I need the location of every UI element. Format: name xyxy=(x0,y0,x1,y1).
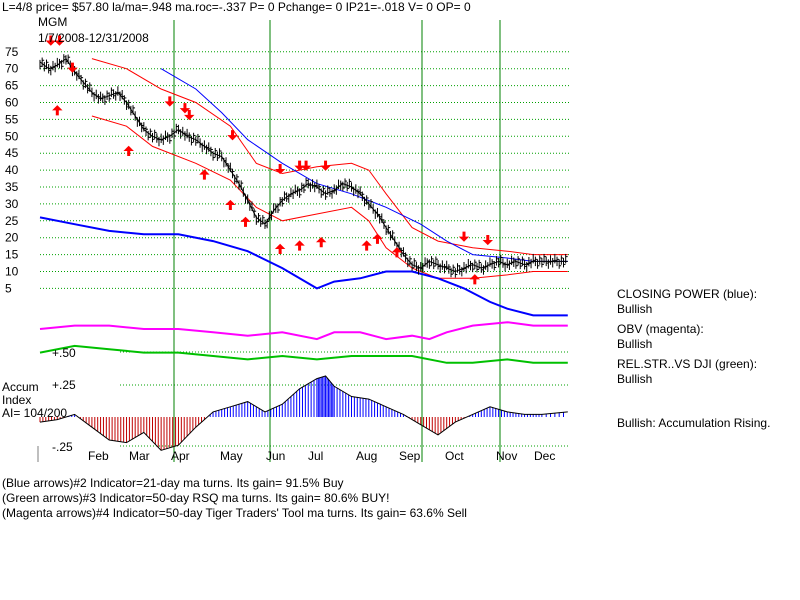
sell-arrow-icon xyxy=(179,103,191,114)
y-tick-label: 20 xyxy=(5,231,19,245)
y-axis-tick-labels: 75 70 65 60 55 50 45 40 35 30 25 20 15 10 5 xyxy=(5,45,19,296)
month-divider-lines xyxy=(37,20,501,462)
buy-arrow-icon xyxy=(469,274,481,285)
sell-arrow-icon xyxy=(227,130,238,141)
accum-label-line2: Index xyxy=(2,393,32,407)
x-tick-label: Jul xyxy=(308,449,323,463)
signal-arrows xyxy=(45,35,494,285)
sell-arrow-icon xyxy=(320,160,331,171)
y-tick-label: 65 xyxy=(5,79,19,93)
side-note-value: Bullish xyxy=(617,372,653,386)
rel-strength-line xyxy=(39,344,568,364)
sell-arrow-icon xyxy=(274,163,286,175)
buy-arrow-icon xyxy=(391,247,403,258)
footnote-blue: (Blue arrows)#2 Indicator=21-day ma turn… xyxy=(2,476,344,490)
grid-lines xyxy=(40,51,570,447)
buy-arrow-icon xyxy=(316,236,327,248)
buy-arrow-icon xyxy=(372,233,383,244)
footnote-magenta: (Magenta arrows)#4 Indicator=50-day Tige… xyxy=(2,506,467,520)
accum-tick-label: +.50 xyxy=(52,346,76,360)
y-tick-label: 60 xyxy=(5,96,19,110)
accum-label: Accum Index AI= 104/200 xyxy=(2,381,67,420)
date-range: 1/7/2008-12/31/2008 xyxy=(38,31,149,45)
accum-tick-label: +.25 xyxy=(52,378,76,392)
sell-arrow-icon xyxy=(54,35,65,46)
sell-arrow-icon xyxy=(67,62,78,73)
accum-index-line xyxy=(39,375,568,451)
x-tick-label: May xyxy=(220,449,243,463)
y-tick-label: 35 xyxy=(5,180,19,194)
footnote-green: (Green arrows)#3 Indicator=50-day RSQ ma… xyxy=(2,491,390,505)
x-tick-label: Sep xyxy=(399,449,421,463)
accum-label-line3: AI= 104/200 xyxy=(2,406,68,420)
buy-arrow-icon xyxy=(225,199,236,211)
x-tick-label: Jun xyxy=(266,449,285,463)
buy-arrow-icon xyxy=(123,145,134,156)
series-lines xyxy=(39,57,568,451)
side-note-title: REL.STR..VS DJI (green): xyxy=(617,357,758,371)
side-note-title: Bullish: Accumulation Rising. xyxy=(617,416,771,430)
sell-arrow-icon xyxy=(45,35,57,46)
buy-arrow-icon xyxy=(52,105,63,116)
side-note-title: OBV (magenta): xyxy=(617,322,704,336)
chart-symbol: MGM xyxy=(38,15,68,29)
y-tick-label: 25 xyxy=(5,214,19,228)
y-tick-label: 40 xyxy=(5,163,19,177)
y-tick-label: 30 xyxy=(5,197,19,211)
x-tick-label: Apr xyxy=(171,449,190,463)
buy-arrow-icon xyxy=(294,240,305,251)
sell-arrow-icon xyxy=(482,234,494,246)
x-tick-label: Oct xyxy=(445,449,464,463)
y-tick-label: 45 xyxy=(5,146,19,160)
buy-arrow-icon xyxy=(361,240,372,251)
price-bars xyxy=(39,54,568,278)
sell-arrow-icon xyxy=(164,96,176,107)
lower-band-line xyxy=(91,115,568,279)
side-note-value: Bullish xyxy=(617,302,653,316)
side-note-title: CLOSING POWER (blue): xyxy=(617,287,758,301)
x-tick-label: Dec xyxy=(534,449,555,463)
side-note-accumulation: Bullish: Accumulation Rising. xyxy=(617,416,770,431)
side-note-closing-power: CLOSING POWER (blue): Bullish xyxy=(617,287,757,317)
accum-label-line1: Accum xyxy=(2,380,39,394)
sell-arrow-icon xyxy=(458,231,470,242)
accum-index-histogram xyxy=(39,376,565,451)
y-tick-label: 50 xyxy=(5,129,19,143)
side-note-rel-strength: REL.STR..VS DJI (green): Bullish xyxy=(617,357,757,387)
middle-average-line xyxy=(160,68,568,262)
obv-line xyxy=(39,321,568,341)
side-note-obv: OBV (magenta): Bullish xyxy=(617,322,704,352)
y-tick-label: 75 xyxy=(5,45,19,59)
y-tick-label: 5 xyxy=(5,281,12,295)
closing-power-line xyxy=(39,216,568,317)
y-tick-label: 70 xyxy=(5,62,19,76)
sell-arrow-icon xyxy=(300,160,312,171)
y-tick-label: 55 xyxy=(5,112,19,126)
buy-arrow-icon xyxy=(199,169,210,180)
x-tick-label: Aug xyxy=(356,449,377,463)
x-tick-label: Mar xyxy=(129,449,150,463)
y-tick-label: 10 xyxy=(5,265,19,279)
buy-arrow-icon xyxy=(274,243,286,254)
x-axis-tick-labels: Feb Mar Apr May Jun Jul Aug Sep Oct Nov Dec xyxy=(88,449,555,463)
sell-arrow-icon xyxy=(294,160,305,171)
accum-tick-label: -.25 xyxy=(52,440,73,454)
side-note-value: Bullish xyxy=(617,337,653,351)
x-tick-label: Nov xyxy=(496,449,517,463)
header-line: L=4/8 price= $57.80 la/ma=.948 ma.roc=-.… xyxy=(2,0,471,14)
buy-arrow-icon xyxy=(240,216,251,227)
accum-axis-ticks: +.50 +.25 -.25 xyxy=(52,346,76,454)
x-tick-label: Feb xyxy=(88,449,109,463)
sell-arrow-icon xyxy=(184,109,195,121)
y-tick-label: 15 xyxy=(5,248,19,262)
upper-band-line xyxy=(91,58,568,256)
